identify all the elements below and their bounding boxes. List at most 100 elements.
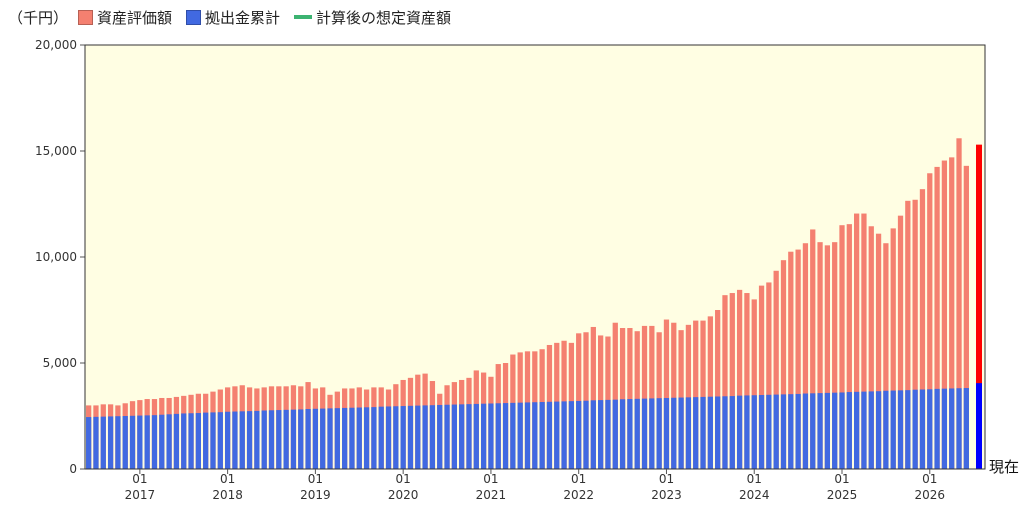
x-month-label: 01 [220, 472, 235, 486]
contribution-bar [546, 401, 553, 469]
y-tick-label: 15,000 [35, 144, 77, 158]
x-year-label: 2021 [476, 488, 507, 502]
contribution-bar [583, 400, 589, 469]
asset-bar [846, 224, 852, 469]
contribution-bar [422, 405, 428, 469]
asset-bar [875, 233, 882, 469]
plot-border [84, 44, 986, 470]
asset-bar [590, 326, 596, 469]
x-month-label: 01 [922, 472, 937, 486]
asset-bar [715, 310, 721, 469]
asset-bar [868, 226, 874, 469]
contribution-bar [912, 389, 918, 469]
contribution-bar [224, 411, 231, 469]
contribution-bar [166, 414, 172, 469]
contribution-bar [744, 395, 750, 469]
contribution-bar [810, 393, 816, 469]
asset-bar [751, 299, 757, 469]
contribution-bar [480, 403, 487, 469]
contribution-bar [788, 394, 794, 469]
contribution-bar [173, 413, 180, 469]
contribution-bar [715, 396, 721, 469]
contribution-bar [342, 407, 348, 469]
x-year-label: 2022 [563, 488, 594, 502]
contribution-bar [320, 408, 326, 469]
contribution-bar [517, 402, 523, 469]
contribution-bar [188, 413, 194, 469]
contribution-bar [524, 402, 531, 469]
asset-bar [824, 245, 831, 469]
x-year-label: 2017 [125, 488, 156, 502]
contribution-bar [473, 403, 479, 469]
contribution-bar [780, 394, 787, 469]
contribution-bar [554, 401, 560, 469]
contribution-bar [122, 416, 128, 469]
contribution-bar [861, 391, 867, 469]
asset-bar [736, 289, 743, 469]
contribution-bar [656, 398, 662, 469]
y-tick-label: 10,000 [35, 250, 77, 264]
contribution-bar [605, 399, 611, 469]
contribution-bar [502, 403, 509, 469]
contribution-bar [963, 388, 969, 469]
contribution-bar [619, 399, 626, 469]
asset-bar [663, 319, 670, 469]
contribution-bar [144, 415, 150, 469]
asset-bar [861, 213, 867, 469]
asset-bar [832, 242, 838, 469]
contribution-bar [283, 409, 289, 469]
x-year-label: 2024 [739, 488, 770, 502]
legend-swatch-contribution [186, 9, 202, 25]
asset-bar [700, 320, 706, 469]
contribution-bar [663, 397, 670, 469]
contribution-bar [751, 395, 757, 469]
contribution-bar [327, 408, 333, 469]
x-month-label: 01 [834, 472, 849, 486]
contribution-bar [181, 413, 187, 469]
contribution-bar [451, 404, 457, 469]
contribution-bar [107, 416, 114, 469]
asset-bar [934, 166, 940, 469]
asset-bar [810, 229, 816, 469]
contribution-bar [371, 407, 377, 469]
contribution-bar [941, 388, 948, 469]
contribution-bar [312, 408, 319, 469]
contribution-bar [407, 405, 414, 469]
contribution-bar [437, 404, 443, 469]
contribution-bar [429, 405, 436, 469]
asset-bar [641, 325, 648, 469]
asset-bar [963, 165, 969, 469]
contribution-bar [817, 393, 823, 469]
contribution-bar [290, 409, 297, 469]
contribution-bar [115, 416, 121, 469]
contribution-bar [100, 416, 106, 469]
current-label: 現在 [989, 458, 1019, 476]
contribution-bar [276, 410, 282, 469]
contribution-bar [210, 412, 216, 469]
contribution-bar [246, 411, 253, 469]
asset-bar [583, 332, 589, 469]
contribution-bar [232, 411, 238, 469]
contribution-bar [700, 396, 706, 469]
asset-bar [927, 173, 933, 469]
contribution-bar [649, 398, 655, 469]
legend-item-asset-value: 資産評価額 [78, 7, 172, 28]
y-tick-label: 5,000 [43, 356, 77, 370]
contribution-bar [532, 402, 538, 469]
contribution-bar [875, 391, 882, 469]
contribution-bar [393, 406, 399, 469]
asset-bar [956, 138, 962, 469]
asset-bar [693, 320, 699, 469]
contribution-bar [86, 417, 92, 469]
contribution-bar [824, 392, 831, 469]
contribution-bar [576, 400, 582, 469]
contribution-bar [561, 401, 567, 469]
contribution-bar [254, 410, 260, 469]
contribution-bar [802, 393, 809, 469]
contribution-bar [137, 415, 143, 469]
contribution-bar [707, 396, 713, 469]
contribution-bar [378, 406, 384, 469]
contribution-bar [729, 396, 735, 469]
contribution-bar [832, 392, 838, 469]
x-month-label: 01 [396, 472, 411, 486]
